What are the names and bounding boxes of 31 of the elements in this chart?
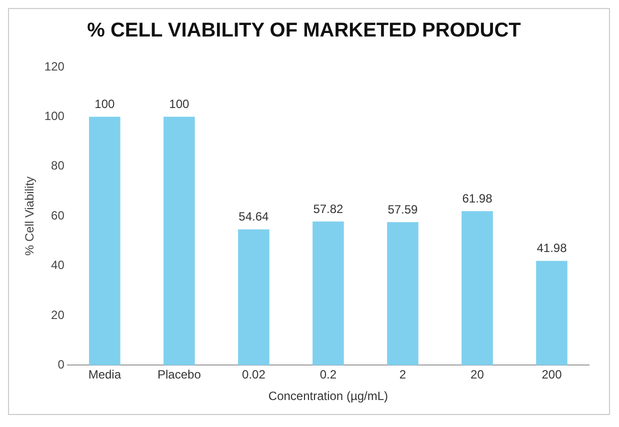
- data-label: 54.64: [238, 210, 270, 224]
- bar: [536, 260, 568, 366]
- data-label: 61.98: [462, 191, 493, 206]
- data-label: 100: [94, 97, 116, 112]
- bar: [312, 222, 344, 366]
- x-tick-label: Media: [88, 368, 122, 382]
- x-tick-label: 20: [470, 368, 484, 382]
- y-tick-label: 120: [44, 59, 65, 74]
- x-tick-label: 200: [542, 368, 562, 382]
- bar: [164, 116, 195, 366]
- y-tick-label: 40: [51, 258, 65, 272]
- y-tick-label: 100: [44, 109, 65, 124]
- y-tick-label: 0: [58, 358, 65, 372]
- data-label: 100: [169, 97, 190, 112]
- bar: [89, 116, 120, 366]
- x-axis-title: Concentration (µg/mL): [268, 389, 388, 404]
- x-tick-label: 0.2: [320, 368, 337, 382]
- x-tick-label: Placebo: [158, 368, 202, 382]
- bar: [462, 211, 493, 366]
- x-tick-label: 0.02: [242, 368, 266, 382]
- bar: [238, 229, 270, 366]
- x-tick-label: 2: [399, 368, 406, 382]
- chart-title: % CELL VIABILITY OF MARKETED PRODUCT: [87, 20, 521, 42]
- y-tick-label: 60: [51, 208, 65, 222]
- y-axis-title: % Cell Viability: [22, 176, 37, 256]
- y-tick-label: 20: [51, 308, 65, 322]
- data-label: 41.98: [536, 241, 568, 256]
- data-label: 57.82: [313, 202, 344, 216]
- y-tick-label: 80: [51, 158, 65, 173]
- data-label: 57.59: [388, 202, 418, 216]
- bar: [387, 222, 418, 366]
